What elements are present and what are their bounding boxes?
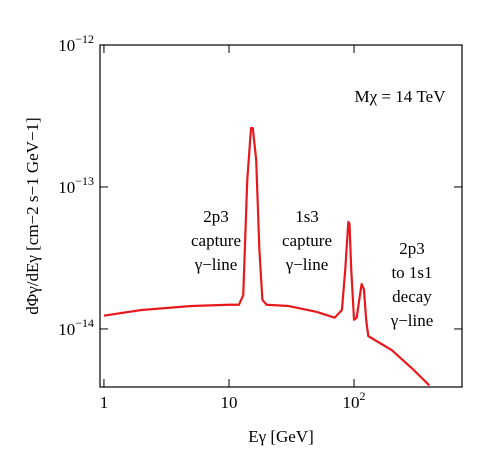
plot-frame: [99, 44, 463, 388]
annotation: capture: [191, 231, 241, 250]
tick-label: 102: [343, 389, 366, 412]
annotation: 2p3: [203, 207, 229, 226]
spectrum-line: [103, 126, 431, 387]
annotation: 2p3: [399, 239, 425, 258]
annotation: decay: [392, 287, 432, 306]
annotation: Mχ = 14 TeV: [354, 87, 446, 106]
y-axis-label: dΦγ/dEγ [cm−2 s−1 GeV−1]: [23, 117, 42, 314]
tick-label: 1: [100, 393, 109, 412]
tick-label: 10−14: [58, 316, 94, 339]
tick-label: 10−13: [58, 174, 94, 197]
tick-label: 10: [220, 393, 237, 412]
annotation: capture: [282, 231, 332, 250]
annotation: γ−line: [194, 255, 238, 274]
x-axis-label: Eγ [GeV]: [248, 427, 314, 446]
tick-label: 10−12: [58, 32, 94, 55]
annotation: 1s3: [295, 207, 319, 226]
annotation: γ−line: [390, 311, 434, 330]
annotation: to 1s1: [391, 263, 432, 282]
annotation: γ−line: [285, 255, 329, 274]
